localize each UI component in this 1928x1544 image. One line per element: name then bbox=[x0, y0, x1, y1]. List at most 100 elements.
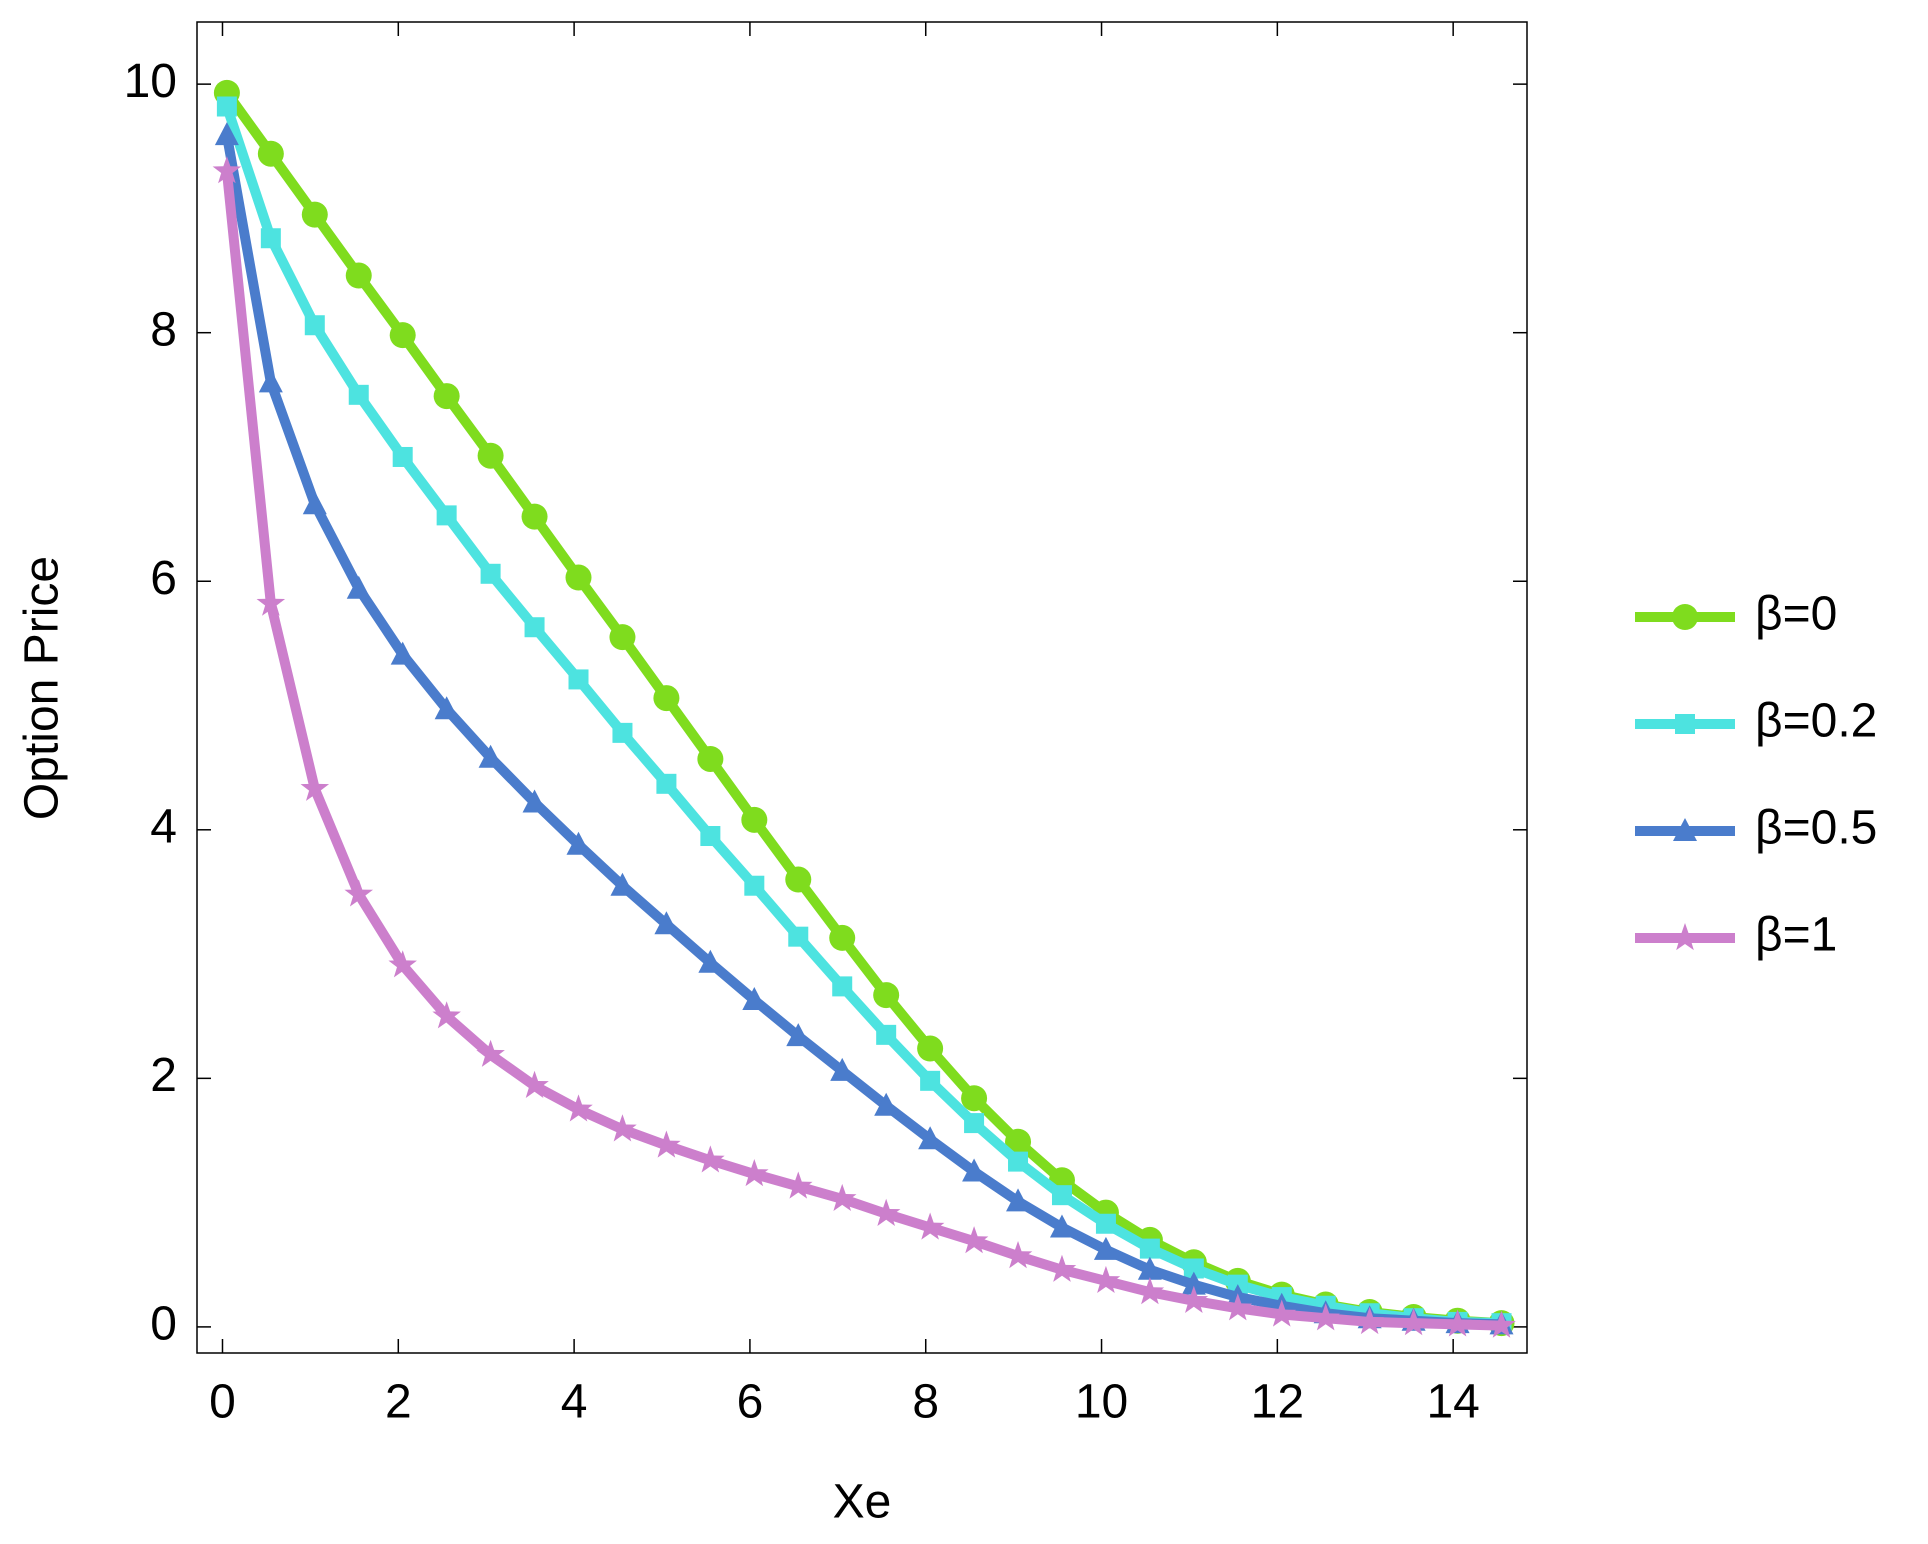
marker bbox=[917, 1035, 944, 1062]
marker bbox=[1091, 1265, 1121, 1294]
series-line bbox=[222, 104, 1502, 1329]
marker bbox=[565, 564, 592, 591]
marker bbox=[700, 826, 721, 847]
marker bbox=[785, 866, 812, 893]
marker bbox=[1223, 1293, 1253, 1321]
marker bbox=[390, 641, 415, 665]
y-tick-label: 6 bbox=[150, 552, 177, 605]
marker bbox=[612, 722, 633, 743]
marker bbox=[476, 1039, 505, 1067]
marker bbox=[1399, 1308, 1428, 1336]
marker bbox=[871, 1198, 901, 1226]
marker bbox=[564, 1094, 593, 1122]
x-tick-label: 12 bbox=[1251, 1376, 1304, 1429]
marker bbox=[524, 617, 545, 638]
marker bbox=[433, 383, 460, 410]
marker bbox=[608, 1114, 637, 1142]
plot-frame bbox=[196, 21, 1528, 1354]
marker bbox=[346, 575, 371, 599]
marker bbox=[522, 789, 547, 813]
marker bbox=[830, 1057, 855, 1081]
x-axis-label: Xe bbox=[833, 1476, 892, 1529]
marker bbox=[521, 503, 548, 530]
marker bbox=[1006, 1188, 1031, 1212]
marker bbox=[1093, 1236, 1118, 1260]
marker bbox=[214, 122, 239, 146]
legend-label: β=0.5 bbox=[1755, 802, 1877, 855]
x-tick-label: 0 bbox=[209, 1376, 236, 1429]
marker bbox=[1179, 1285, 1209, 1313]
marker bbox=[1135, 1277, 1165, 1305]
marker bbox=[827, 1183, 857, 1212]
marker bbox=[566, 831, 591, 855]
marker bbox=[257, 140, 284, 167]
marker bbox=[876, 1024, 897, 1045]
series-line bbox=[222, 89, 1502, 1329]
marker bbox=[656, 773, 677, 794]
marker bbox=[1181, 1271, 1206, 1295]
marker bbox=[788, 926, 809, 947]
legend-label: β=1 bbox=[1755, 909, 1837, 962]
marker bbox=[609, 624, 636, 651]
x-tick-label: 10 bbox=[1075, 1376, 1128, 1429]
legend-marker bbox=[1672, 604, 1698, 630]
marker bbox=[260, 228, 281, 249]
marker bbox=[212, 156, 242, 184]
marker bbox=[1003, 1241, 1033, 1269]
marker bbox=[1008, 1151, 1029, 1172]
marker bbox=[697, 745, 724, 772]
marker bbox=[302, 491, 327, 515]
legend-marker bbox=[1670, 923, 1700, 951]
marker bbox=[301, 201, 328, 228]
marker bbox=[1049, 1214, 1074, 1238]
series-line bbox=[221, 134, 1502, 1330]
marker bbox=[873, 982, 900, 1009]
marker bbox=[741, 806, 768, 833]
marker bbox=[432, 1001, 461, 1029]
marker bbox=[389, 322, 416, 349]
marker bbox=[216, 96, 237, 117]
marker bbox=[698, 949, 723, 973]
marker bbox=[1267, 1299, 1297, 1327]
marker bbox=[784, 1171, 813, 1199]
marker bbox=[962, 1158, 987, 1182]
y-tick-label: 2 bbox=[150, 1049, 177, 1102]
legend-label: β=0 bbox=[1755, 588, 1837, 641]
y-tick-label: 10 bbox=[124, 55, 177, 108]
marker bbox=[918, 1126, 943, 1150]
y-tick-label: 4 bbox=[150, 800, 177, 853]
marker bbox=[652, 1130, 681, 1158]
marker bbox=[1311, 1303, 1340, 1331]
legend-marker bbox=[1673, 818, 1697, 841]
x-tick-label: 6 bbox=[737, 1376, 764, 1429]
marker bbox=[1183, 1258, 1204, 1279]
legend-label: β=0.2 bbox=[1755, 695, 1877, 748]
y-tick-label: 0 bbox=[150, 1298, 177, 1351]
marker bbox=[610, 872, 635, 896]
marker bbox=[304, 315, 325, 336]
marker bbox=[915, 1212, 945, 1240]
marker bbox=[256, 588, 286, 616]
marker bbox=[696, 1145, 725, 1173]
marker bbox=[959, 1226, 989, 1254]
marker bbox=[1443, 1309, 1472, 1337]
legend-marker bbox=[1675, 714, 1695, 734]
marker bbox=[961, 1085, 988, 1112]
x-tick-label: 14 bbox=[1426, 1376, 1479, 1429]
marker bbox=[832, 976, 853, 997]
y-tick-label: 8 bbox=[150, 303, 177, 356]
marker bbox=[436, 505, 457, 526]
marker bbox=[920, 1070, 941, 1091]
marker bbox=[786, 1023, 811, 1047]
marker bbox=[345, 262, 372, 289]
marker bbox=[1051, 1185, 1072, 1206]
marker bbox=[744, 875, 765, 896]
marker bbox=[1139, 1238, 1160, 1259]
marker bbox=[480, 563, 501, 584]
marker bbox=[478, 744, 503, 768]
marker bbox=[520, 1070, 549, 1098]
marker bbox=[742, 987, 767, 1011]
x-tick-label: 8 bbox=[912, 1376, 939, 1429]
marker bbox=[477, 442, 504, 469]
